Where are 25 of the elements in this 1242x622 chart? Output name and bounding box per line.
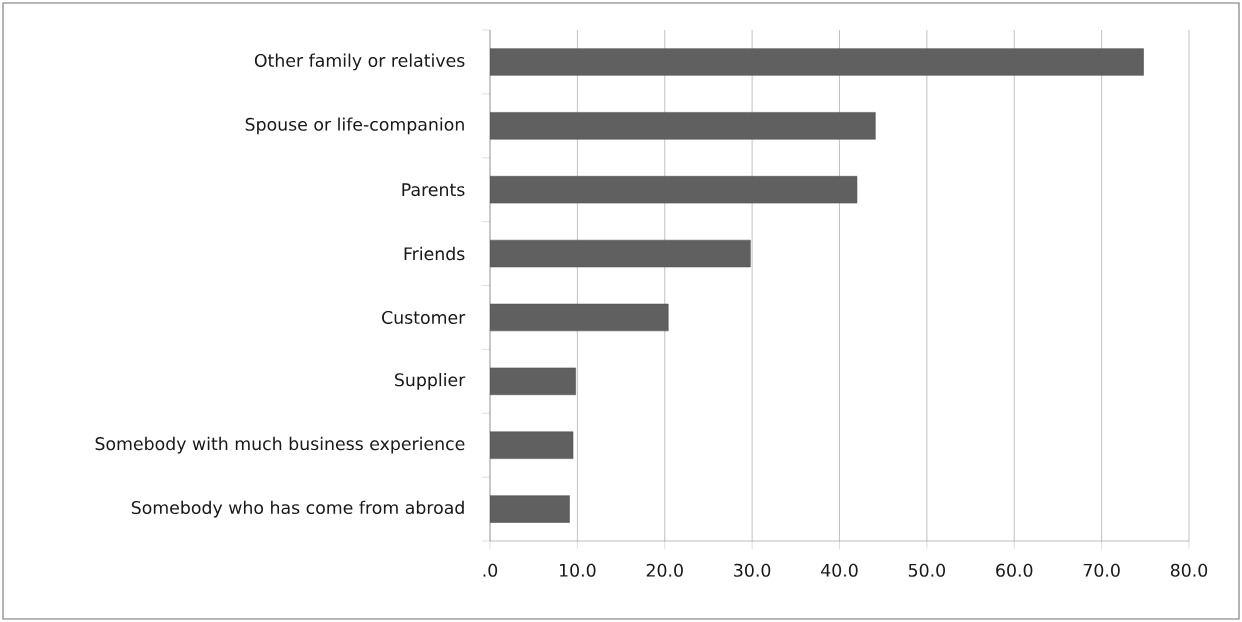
bar: [490, 48, 1144, 76]
x-tick-label: 80.0: [1170, 563, 1208, 577]
y-tick-label: Supplier: [395, 372, 466, 390]
bar: [490, 431, 574, 459]
bar: [490, 239, 751, 268]
x-tick-label: 30.0: [734, 563, 771, 577]
bar: [490, 495, 570, 523]
x-tick-label: 60.0: [996, 563, 1033, 577]
x-tick-label: 40.0: [821, 563, 858, 577]
y-tick-label: Customer: [382, 310, 466, 325]
y-tick-label: Somebody with much business experience: [95, 436, 465, 454]
bar: [490, 112, 876, 140]
bar: [490, 176, 858, 204]
bar: [490, 303, 669, 332]
y-tick-label: Parents: [402, 183, 465, 197]
x-tick-label: 50.0: [908, 563, 946, 577]
bar: [490, 367, 576, 396]
x-tick-label: .0: [483, 563, 498, 577]
y-tick-label: Other family or relatives: [254, 53, 465, 71]
y-tick-label: Friends: [404, 246, 465, 261]
x-tick-label: 10.0: [559, 563, 596, 577]
x-tick-label: 20.0: [646, 563, 683, 577]
x-tick-label: 70.0: [1083, 563, 1120, 577]
y-tick-label: Somebody who has come from abroad: [131, 500, 464, 518]
y-tick-label: Spouse or life-companion: [245, 117, 464, 135]
